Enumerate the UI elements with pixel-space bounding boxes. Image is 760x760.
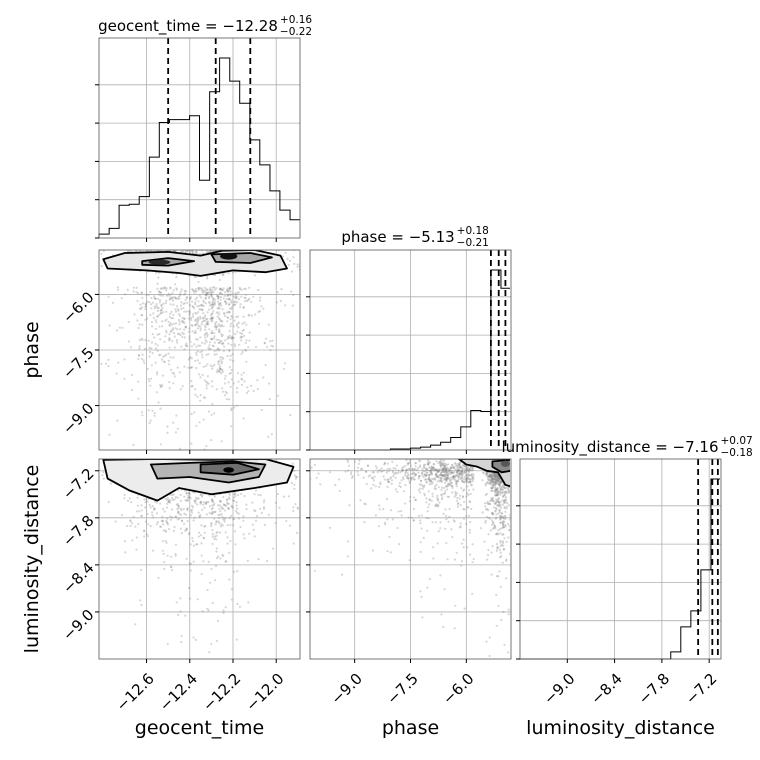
title-main-phase: phase = −5.13 (341, 228, 454, 246)
panel-frame-0-0 (98, 37, 301, 239)
panel-frame-2-2 (519, 458, 722, 660)
hist-grid-phase (310, 250, 511, 450)
xtick-label-luminosity_distance-1: −8.4 (587, 670, 625, 708)
xtick-label-phase-2: −6.0 (439, 670, 477, 708)
xlabel-geocent_time: geocent_time (135, 717, 264, 739)
density-peak-1-geocent_time-phase (148, 259, 171, 265)
xtick-label-geocent_time-2: −12.2 (199, 670, 244, 715)
hist-grid-luminosity_distance (520, 459, 721, 659)
panel-frame-2-0 (98, 458, 301, 660)
xtick-label-luminosity_distance-0: −9.0 (540, 670, 578, 708)
title-minus-geocent_time: −0.22 (280, 26, 312, 38)
title-luminosity_distance: luminosity_distance = −7.16 +0.07−0.18 (501, 435, 752, 459)
title-minus-luminosity_distance: −0.18 (721, 447, 753, 459)
title-plus-geocent_time: +0.16 (280, 14, 312, 26)
samples-geocent_time-phase (100, 250, 300, 450)
ytick-label-phase-2: −6.0 (59, 288, 97, 326)
samples-phase-luminosity_distance (310, 459, 510, 658)
histogram-geocent_time (98, 57, 300, 238)
xlabel-phase: phase (382, 717, 439, 739)
ylabel-phase: phase (21, 321, 43, 378)
density-peak-phase-luminosity_distance (500, 460, 510, 467)
title-geocent_time: geocent_time = −12.28 +0.16−0.22 (98, 14, 312, 38)
xtick-label-luminosity_distance-3: −7.2 (682, 670, 720, 708)
ytick-label-luminosity_distance-2: −7.8 (59, 512, 97, 550)
title-plus-phase: +0.18 (457, 225, 489, 237)
xlabel-luminosity_distance: luminosity_distance (526, 717, 715, 739)
grid-geocent_time-phase (99, 250, 300, 450)
ytick-label-luminosity_distance-3: −7.2 (59, 465, 97, 503)
xtick-label-geocent_time-1: −12.4 (156, 670, 201, 715)
xtick-label-luminosity_distance-2: −7.8 (635, 670, 673, 708)
xtick-label-geocent_time-0: −12.6 (113, 670, 158, 715)
ytick-label-phase-1: −7.5 (59, 344, 97, 382)
xtick-label-phase-0: −9.0 (327, 670, 365, 708)
title-minus-phase: −0.21 (457, 237, 489, 249)
grid-phase-luminosity_distance (310, 459, 511, 659)
title-plus-luminosity_distance: +0.07 (721, 435, 753, 447)
ylabel-luminosity_distance: luminosity_distance (21, 465, 43, 654)
xtick-label-phase-1: −7.5 (383, 670, 421, 708)
xtick-label-geocent_time-3: −12.0 (242, 670, 287, 715)
title-main-geocent_time: geocent_time = −12.28 (98, 17, 278, 36)
ytick-label-phase-0: −9.0 (59, 399, 97, 437)
density-peak-geocent_time-luminosity_distance (223, 467, 235, 473)
ytick-label-luminosity_distance-0: −9.0 (59, 606, 97, 644)
ytick-label-luminosity_distance-1: −8.4 (59, 559, 97, 597)
title-phase: phase = −5.13 +0.18−0.21 (341, 225, 489, 249)
density-peak-2-geocent_time-phase (220, 252, 238, 260)
title-main-luminosity_distance: luminosity_distance = −7.16 (501, 438, 718, 457)
